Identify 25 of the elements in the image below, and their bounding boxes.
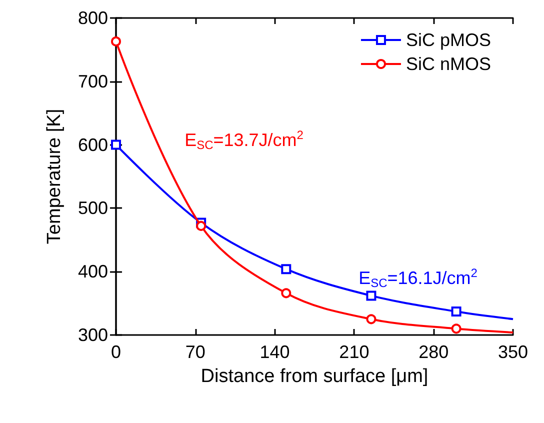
point	[281, 264, 292, 274]
y-tick-label: 700	[78, 71, 108, 92]
legend-label: SiC pMOS	[406, 30, 492, 50]
x-tick-label: 210	[339, 342, 370, 362]
x-tick-label: 350	[498, 342, 528, 362]
y-tick-label: 400	[78, 262, 108, 282]
y-tick-label: 600	[78, 134, 108, 155]
x-tick-label: 280	[418, 342, 449, 362]
point	[111, 140, 121, 150]
point	[366, 290, 376, 301]
x-tick-label: 140	[260, 342, 290, 362]
y-axis-title: Temperature [K]	[44, 108, 65, 244]
x-tick-label: 70	[185, 342, 206, 362]
point	[451, 324, 462, 334]
x-tick-label: 0	[110, 342, 122, 362]
x-axis-title: Distance from surface [μm]	[200, 366, 428, 387]
y-tick-label: 300	[78, 325, 108, 345]
y-tick-label: 800	[78, 8, 108, 28]
point	[196, 220, 206, 231]
legend-label: SiC nMOS	[406, 54, 492, 74]
point	[451, 306, 462, 317]
y-tick-label: 500	[78, 198, 108, 218]
point	[366, 314, 376, 324]
point	[111, 36, 121, 46]
point	[281, 288, 292, 298]
